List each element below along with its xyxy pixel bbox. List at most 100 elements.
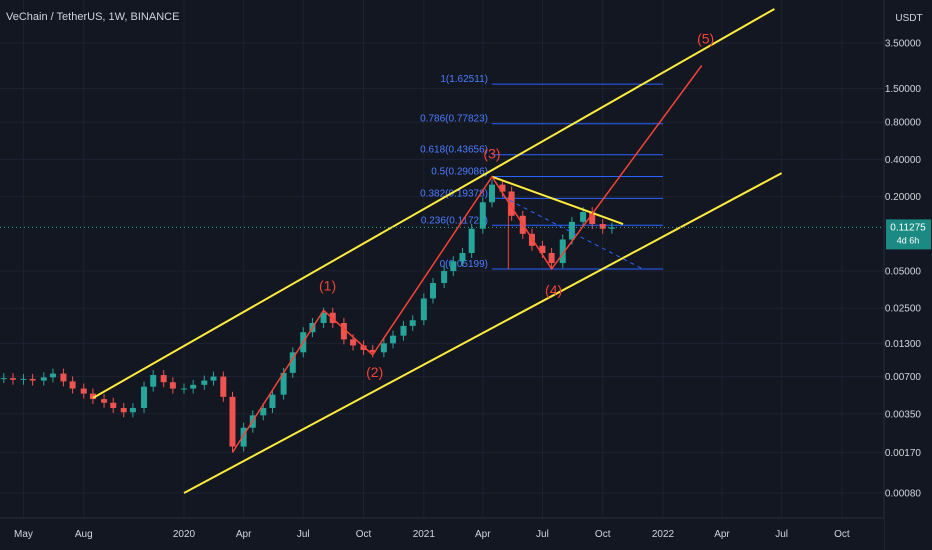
candle-body xyxy=(201,380,208,385)
wave-label: (4) xyxy=(545,282,562,298)
chart-title: VeChain / TetherUS, 1W, BINANCE xyxy=(6,11,180,23)
price-tick-label: 0.05000 xyxy=(885,267,922,278)
wave-label: (1) xyxy=(319,277,336,293)
candle-body xyxy=(181,388,187,390)
time-tick-label: Aug xyxy=(75,529,93,540)
candle-body xyxy=(430,283,437,299)
candle-body xyxy=(0,378,7,380)
candle-body xyxy=(479,202,486,229)
candle-body xyxy=(190,384,197,389)
candle-body xyxy=(499,184,506,192)
last-price-value: 0.11275 xyxy=(890,222,926,233)
candle-body xyxy=(559,239,566,264)
price-axis: USDT 3.50000 1.50000 0.80000 0.40000 0.20000 0… xyxy=(883,0,932,550)
candle-body xyxy=(580,212,587,222)
triangle-resistance-line xyxy=(491,175,624,225)
fib-level-label: 0.618(0.43656) xyxy=(420,145,488,156)
candle-body xyxy=(220,376,227,397)
candle-body xyxy=(441,271,448,284)
price-tick-label: 0.40000 xyxy=(885,155,922,166)
candle-body xyxy=(150,375,157,387)
fib-level-label: 0.236(0.11722) xyxy=(421,215,488,226)
candle-body xyxy=(409,320,416,326)
time-tick-label: 2020 xyxy=(173,529,196,540)
time-axis-background xyxy=(0,518,884,550)
fib-level-label: 0.786(0.77823) xyxy=(420,114,488,125)
candle-body xyxy=(240,427,247,447)
grid xyxy=(0,0,884,518)
price-tick-label: 1.50000 xyxy=(885,84,922,95)
candle-body xyxy=(539,245,546,253)
price-tick-label: 0.20000 xyxy=(885,192,922,203)
price-tick-label: 0.01300 xyxy=(885,339,922,350)
fib-level-label: 0(0.05199) xyxy=(440,259,488,270)
time-tick-label: Apr xyxy=(236,529,252,540)
candle-body xyxy=(420,298,427,321)
wave-label: (3) xyxy=(483,146,500,162)
candles xyxy=(0,179,615,452)
price-tick-label: 3.50000 xyxy=(885,39,922,50)
wave-label: (2) xyxy=(366,364,383,380)
price-tick-label: 0.00350 xyxy=(885,409,922,420)
time-tick-label: 2022 xyxy=(652,529,675,540)
candle-body xyxy=(599,224,606,229)
candle-body xyxy=(101,399,108,403)
candle-body xyxy=(459,252,466,262)
candle-body xyxy=(369,349,376,353)
fib-level-label: 0.5(0.29086) xyxy=(431,167,488,178)
candle-body xyxy=(269,394,276,408)
last-price-tag xyxy=(886,219,931,250)
time-tick-label: Apr xyxy=(714,529,730,540)
candle-body xyxy=(160,375,167,383)
time-tick-label: Jul xyxy=(297,529,310,540)
candle-body xyxy=(468,228,475,253)
fib-level-label: 1(1.62511) xyxy=(440,74,488,85)
channel-line xyxy=(183,172,783,494)
time-axis: May Aug 2020 Apr Jul Oct 2021 Apr Jul Oct 2022 Apr J… xyxy=(0,517,884,550)
wave-label: (5) xyxy=(697,31,714,47)
candle-body xyxy=(129,407,136,413)
candle-body xyxy=(89,393,96,400)
time-tick-label: Apr xyxy=(475,529,491,540)
candle-body xyxy=(340,322,347,340)
fibonacci-retracement: 1(1.62511) 0.786(0.77823) 0.618(0.43656) 0.… xyxy=(420,74,663,270)
price-tick-label: 0.00700 xyxy=(885,372,922,383)
candle-body xyxy=(229,396,236,447)
candle-body xyxy=(60,373,67,382)
time-tick-label: Oct xyxy=(834,529,850,540)
channel-line xyxy=(92,8,775,399)
candle-body xyxy=(169,382,176,389)
candle-body xyxy=(289,352,296,373)
candle-body xyxy=(141,386,148,408)
candle-body xyxy=(380,343,387,353)
fib-level-label: 0.382(0.19378) xyxy=(420,188,488,199)
dashed-projection-line xyxy=(502,196,643,270)
candle-body xyxy=(120,407,127,413)
candle-body xyxy=(110,402,117,408)
currency-label: USDT xyxy=(895,13,922,24)
candle-body xyxy=(450,261,457,272)
time-tick-label: Oct xyxy=(595,529,611,540)
price-tick-label: 0.80000 xyxy=(885,118,922,129)
candle-body xyxy=(20,378,27,380)
price-tick-label: 0.02500 xyxy=(885,304,922,315)
time-tick-label: Jul xyxy=(536,529,549,540)
candle-body xyxy=(69,381,76,389)
candle-body xyxy=(589,212,596,225)
candle-body xyxy=(400,325,407,336)
candle-body xyxy=(260,407,267,416)
time-tick-label: May xyxy=(14,529,33,540)
candle-body xyxy=(548,252,555,264)
time-tick-label: 2021 xyxy=(413,529,436,540)
candle-body xyxy=(320,312,327,323)
candle-body xyxy=(390,335,397,344)
candle-body xyxy=(568,221,575,240)
elliott-waves: (1) (2) (3) (4) (5) xyxy=(231,31,714,453)
candle-body xyxy=(350,339,357,346)
candle-body xyxy=(508,191,515,216)
candle-body xyxy=(49,373,56,378)
time-tick-label: Jul xyxy=(775,529,788,540)
